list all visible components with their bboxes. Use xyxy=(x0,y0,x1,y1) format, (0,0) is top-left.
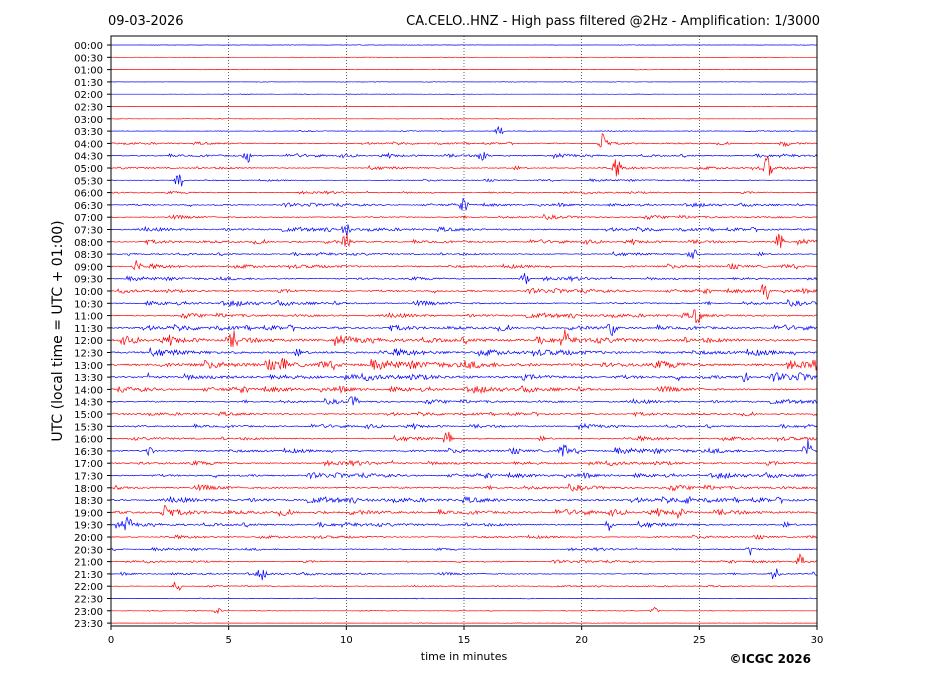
y-tick-label: 01:30 xyxy=(74,78,103,89)
y-tick-label: 10:00 xyxy=(74,287,103,298)
y-tick-label: 02:30 xyxy=(74,103,103,114)
y-tick-label: 11:30 xyxy=(74,324,103,335)
y-tick-label: 23:00 xyxy=(74,607,103,618)
y-tick-label: 18:00 xyxy=(74,484,103,495)
y-tick-label: 21:00 xyxy=(74,558,103,569)
trace-row-1430 xyxy=(110,396,818,406)
y-tick-label: 12:00 xyxy=(74,336,103,347)
y-tick-label: 15:30 xyxy=(74,422,103,433)
y-tick-label: 23:30 xyxy=(74,619,103,630)
trace-row-0330 xyxy=(110,125,818,135)
y-tick-label: 14:30 xyxy=(74,398,103,409)
y-tick-label: 04:00 xyxy=(74,139,103,150)
trace-row-2300 xyxy=(111,606,817,615)
trace-row-2330 xyxy=(110,622,818,624)
y-tick-label: 22:30 xyxy=(74,595,103,606)
trace-row-0230 xyxy=(111,105,818,108)
y-tick-label: 13:30 xyxy=(74,373,103,384)
y-tick-label: 07:00 xyxy=(74,213,103,224)
trace-row-1400 xyxy=(110,385,818,395)
x-tick-label: 15 xyxy=(458,635,471,646)
y-tick-label: 17:00 xyxy=(74,459,103,470)
x-tick-label: 30 xyxy=(811,635,824,646)
trace-row-1300 xyxy=(110,357,818,371)
y-tick-label: 11:00 xyxy=(74,312,103,323)
y-tick-label: 16:00 xyxy=(74,435,103,446)
trace-row-1500 xyxy=(110,411,818,418)
chart-title: CA.CELO..HNZ - High pass filtered @2Hz -… xyxy=(406,14,820,29)
x-tick-label: 25 xyxy=(693,635,706,646)
y-tick-label: 08:00 xyxy=(74,238,103,249)
grid-lines xyxy=(228,36,700,626)
trace-row-1830 xyxy=(110,495,818,505)
y-tick-label: 00:30 xyxy=(74,53,103,64)
y-tick-label: 02:00 xyxy=(74,90,103,101)
trace-row-0430 xyxy=(110,152,818,164)
trace-row-1200 xyxy=(110,329,818,348)
trace-group xyxy=(110,44,818,624)
y-tick-label: 05:00 xyxy=(74,164,103,175)
copyright-label: ©ICGC 2026 xyxy=(729,652,811,666)
y-tick-label: 18:30 xyxy=(74,496,103,507)
trace-row-1600 xyxy=(110,431,818,443)
x-tick-label: 5 xyxy=(225,635,231,646)
y-tick-label: 20:00 xyxy=(74,533,103,544)
trace-row-2000 xyxy=(110,534,818,540)
trace-row-0830 xyxy=(110,249,818,259)
trace-row-0200 xyxy=(111,93,817,95)
y-tick-label: 22:00 xyxy=(74,582,103,593)
trace-row-1330 xyxy=(110,371,818,383)
y-tick-label: 20:30 xyxy=(74,545,103,556)
y-tick-label: 04:30 xyxy=(74,152,103,163)
trace-row-2230 xyxy=(110,597,818,600)
y-tick-label: 03:00 xyxy=(74,115,103,126)
y-tick-label: 13:00 xyxy=(74,361,103,372)
trace-row-1930 xyxy=(110,516,817,531)
y-tick-label: 15:00 xyxy=(74,410,103,421)
y-tick-label: 09:00 xyxy=(74,262,103,273)
x-axis: 0 5 10 15 20 25 30 xyxy=(108,626,824,646)
y-tick-label: 09:30 xyxy=(74,275,103,286)
y-tick-label: 03:30 xyxy=(74,127,103,138)
trace-row-1800 xyxy=(110,483,818,492)
y-tick-label: 06:00 xyxy=(74,189,103,200)
trace-row-0930 xyxy=(110,273,818,284)
y-tick-label: 17:30 xyxy=(74,472,103,483)
trace-row-0300 xyxy=(111,118,817,120)
x-tick-label: 0 xyxy=(108,635,114,646)
y-tick-label: 05:30 xyxy=(74,176,103,187)
y-tick-label: 14:00 xyxy=(74,385,103,396)
y-tick-label: 07:30 xyxy=(74,226,103,237)
y-tick-label: 10:30 xyxy=(74,299,103,310)
y-tick-label: 08:30 xyxy=(74,250,103,261)
y-tick-label: 21:30 xyxy=(74,570,103,581)
y-tick-label: 06:30 xyxy=(74,201,103,212)
y-tick-label: 19:00 xyxy=(74,508,103,519)
y-tick-label: 12:30 xyxy=(74,349,103,360)
x-tick-label: 20 xyxy=(575,635,588,646)
trace-row-2030 xyxy=(110,546,818,556)
y-tick-label: 19:30 xyxy=(74,521,103,532)
trace-row-0400 xyxy=(110,133,818,148)
y-tick-label: 01:00 xyxy=(74,66,103,77)
trace-row-0900 xyxy=(111,260,818,271)
x-tick-label: 10 xyxy=(340,635,353,646)
date-label: 09-03-2026 xyxy=(108,14,184,29)
y-tick-label: 16:30 xyxy=(74,447,103,458)
y-tick-label: 00:00 xyxy=(74,41,103,52)
x-axis-label: time in minutes xyxy=(421,650,508,663)
y-axis-label: UTC (local time = UTC + 01:00) xyxy=(50,220,66,441)
